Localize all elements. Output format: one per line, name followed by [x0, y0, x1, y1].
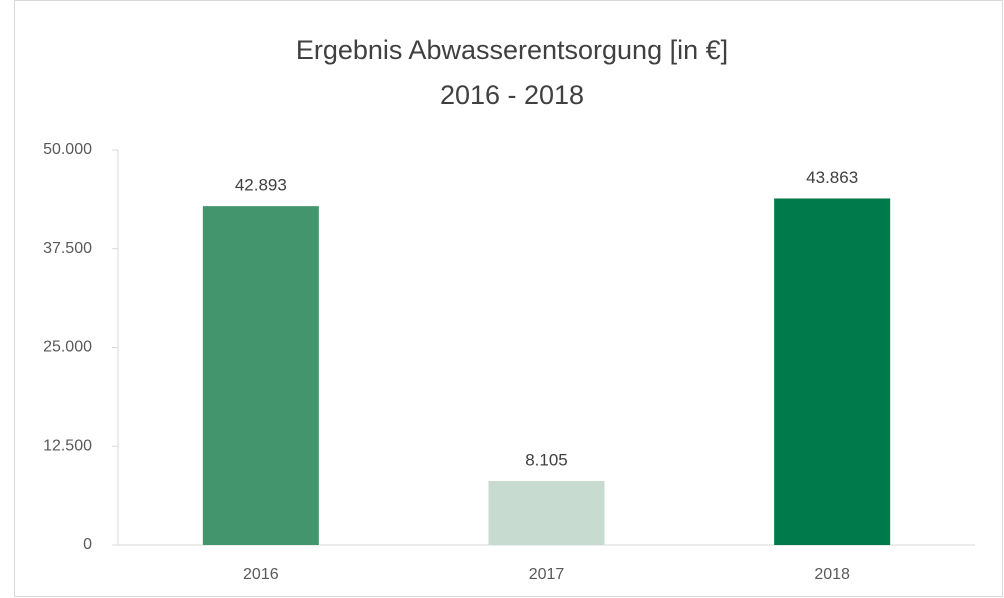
data-label: 43.863: [806, 168, 858, 187]
bar: [202, 206, 319, 545]
chart-title: Ergebnis Abwasserentsorgung [in €]: [296, 35, 728, 65]
data-label: 42.893: [235, 176, 287, 195]
x-tick-label: 2018: [814, 566, 850, 583]
y-tick-label: 50.000: [43, 141, 92, 158]
bar: [774, 198, 891, 545]
y-tick-label: 25.000: [43, 339, 92, 356]
y-tick-label: 37.500: [43, 240, 92, 257]
x-tick-label: 2016: [243, 566, 279, 583]
chart-subtitle: 2016 - 2018: [440, 80, 584, 110]
data-label: 8.105: [525, 450, 568, 469]
y-tick-label: 12.500: [43, 437, 92, 454]
x-tick-label: 2017: [529, 566, 565, 583]
y-tick-label: 0: [83, 536, 92, 553]
bar: [488, 480, 605, 545]
